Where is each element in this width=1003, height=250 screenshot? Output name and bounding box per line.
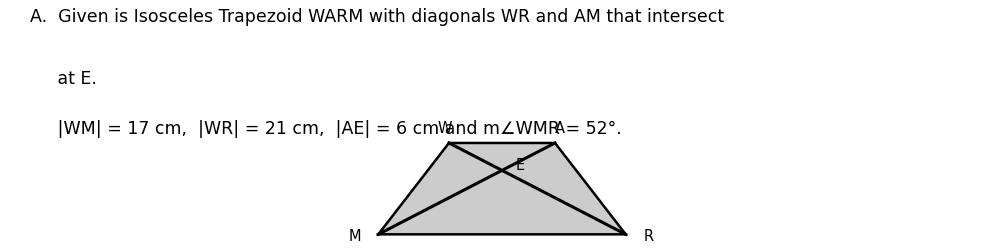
Text: A.  Given is Isosceles Trapezoid WARM with diagonals WR and AM that intersect: A. Given is Isosceles Trapezoid WARM wit… (30, 8, 723, 26)
Text: E: E (515, 158, 524, 173)
Text: M: M (348, 228, 360, 243)
Text: A: A (554, 121, 564, 136)
Text: R: R (643, 228, 653, 243)
Text: |WM| = 17 cm,  |WR| = 21 cm,  |AE| = 6 cm and m∠WMR = 52°.: |WM| = 17 cm, |WR| = 21 cm, |AE| = 6 cm … (30, 120, 621, 138)
Polygon shape (378, 144, 625, 234)
Text: W: W (437, 121, 451, 136)
Text: at E.: at E. (30, 70, 97, 88)
